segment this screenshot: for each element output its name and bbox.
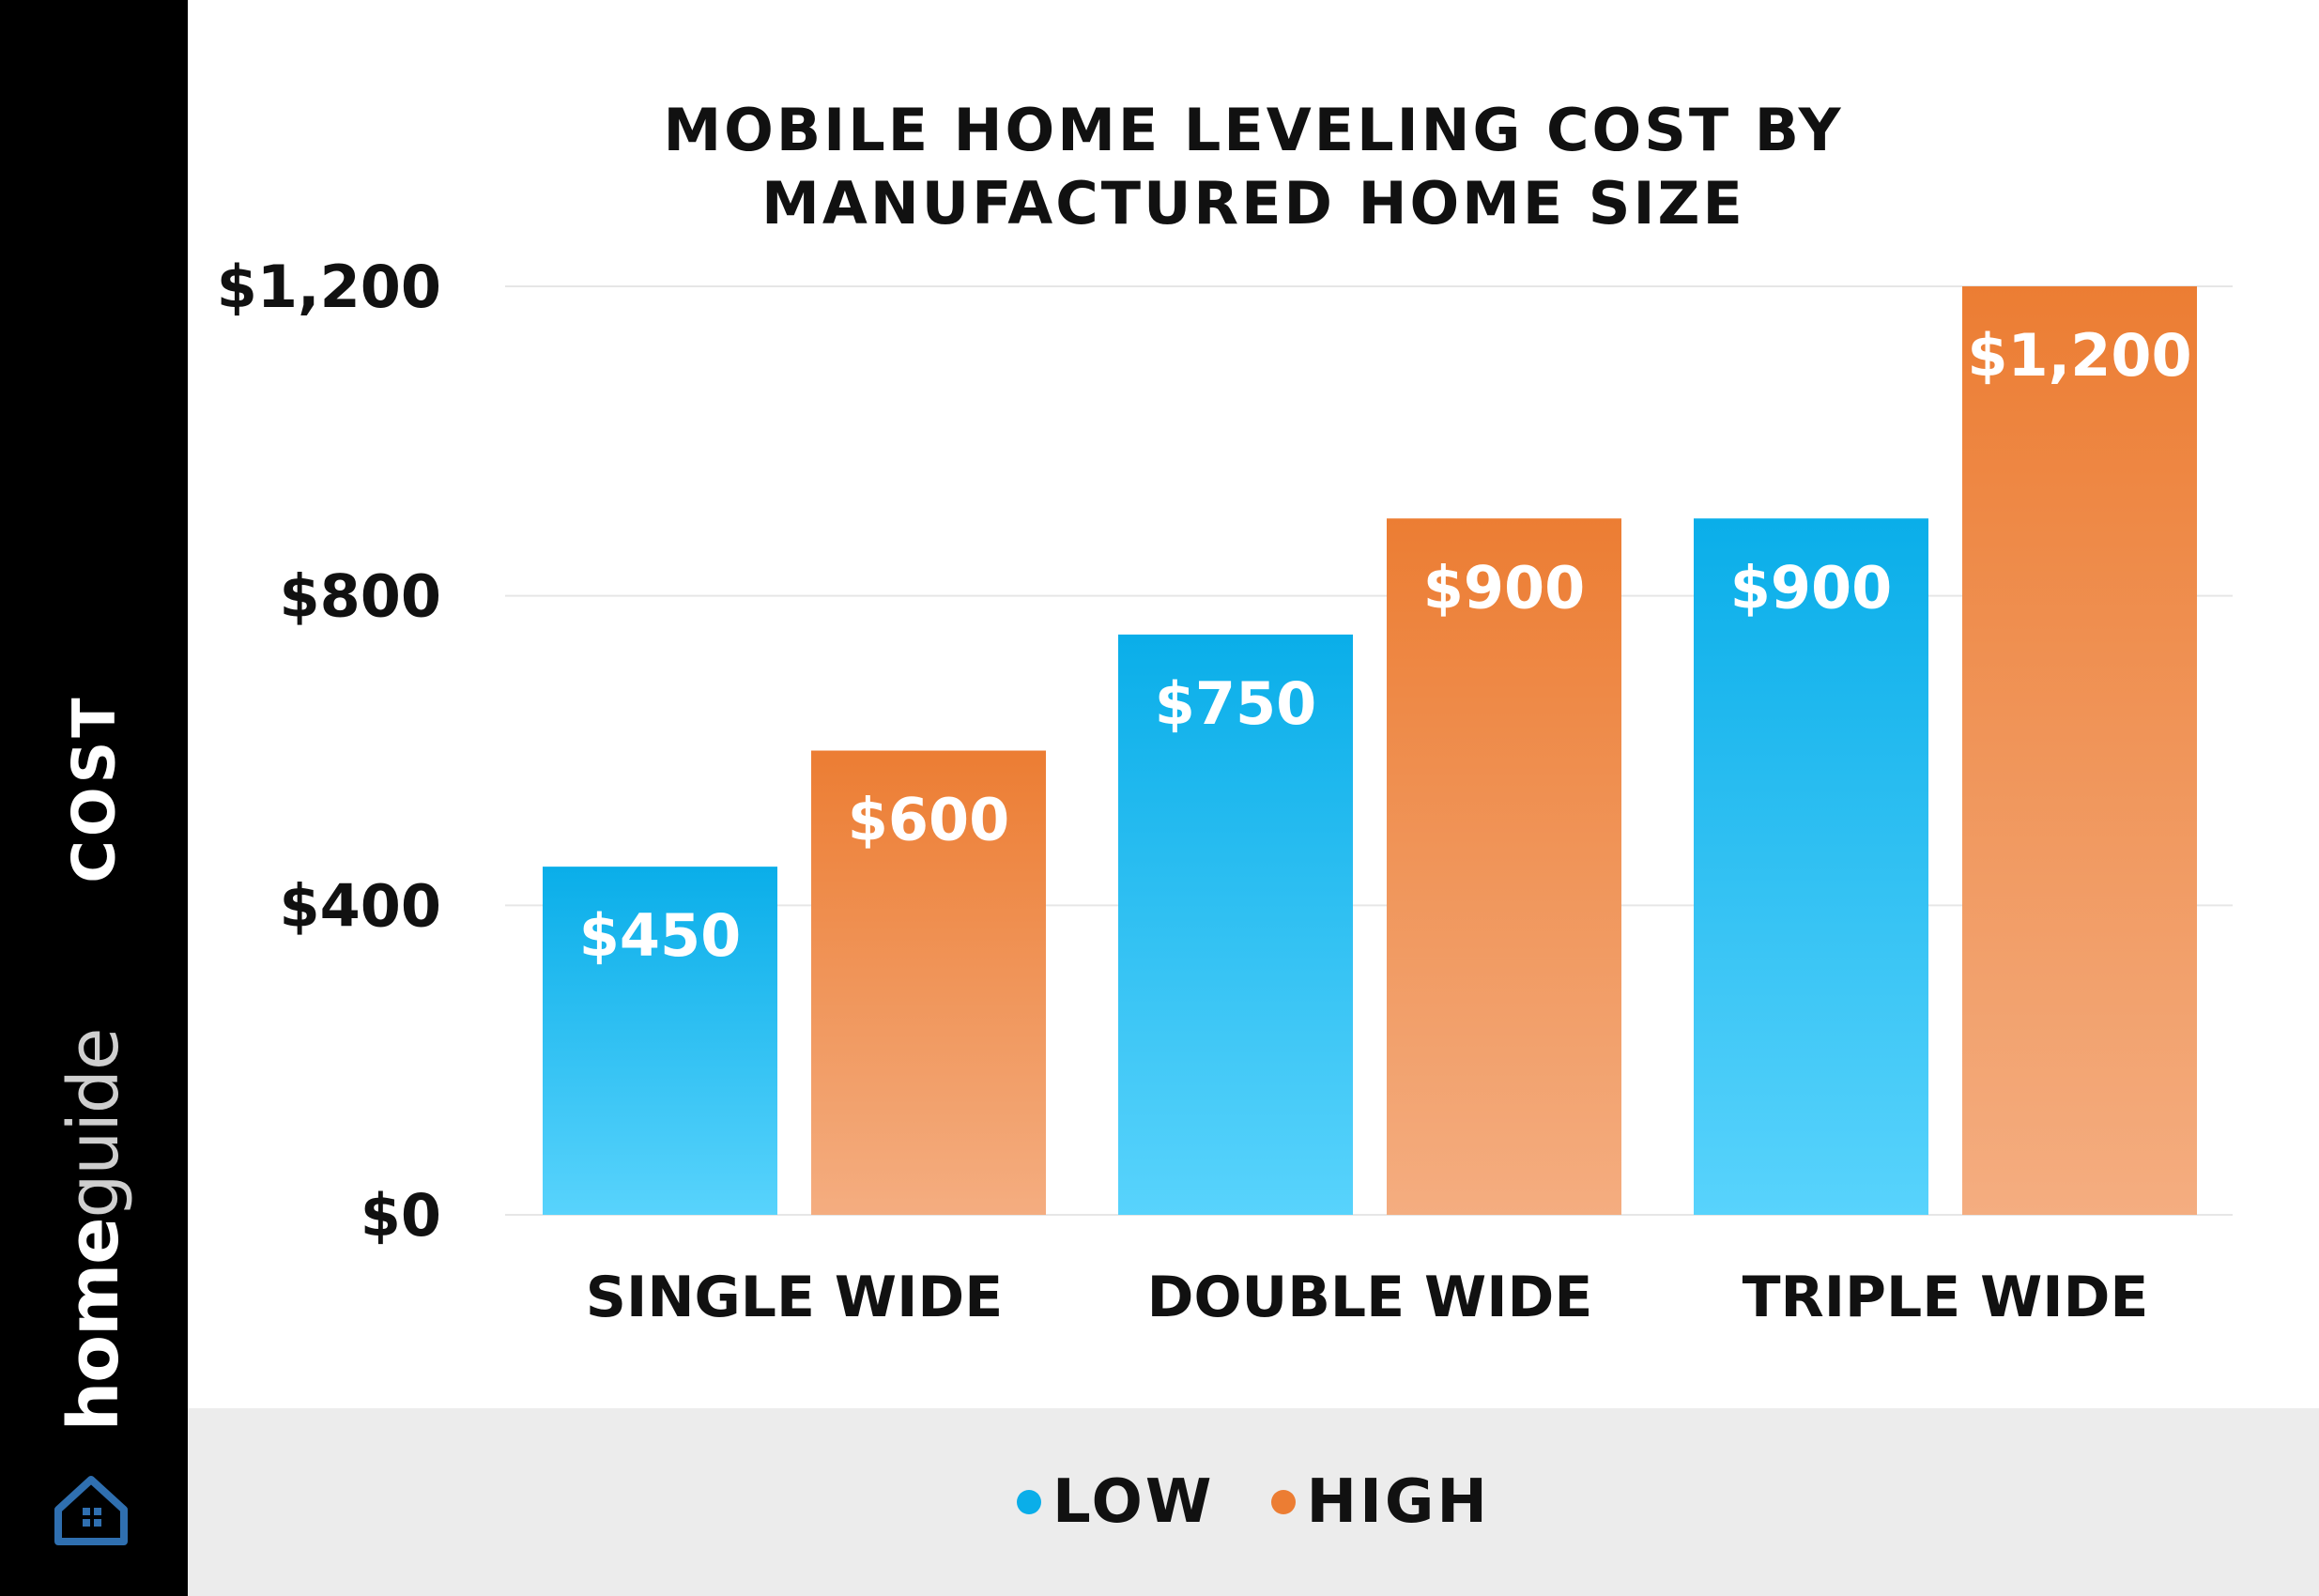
legend-bar: LOW HIGH [188,1408,2319,1596]
data-label: $450 [579,901,742,970]
chart-title-line-1: MOBILE HOME LEVELING COST BY [663,96,1844,164]
y-tick-label: $400 [279,871,441,940]
bar-high [1387,518,1621,1215]
bar-low [1694,518,1928,1215]
bar-high [1962,286,2197,1215]
y-tick-label: $800 [279,562,441,631]
legend-dot-low [1017,1490,1042,1514]
data-label: $900 [1730,553,1893,622]
x-tick-label: TRIPLE WIDE [1743,1265,2149,1330]
y-tick-label: $1,200 [217,253,441,321]
legend-item-high: HIGH [1270,1467,1490,1537]
data-label: $750 [1155,669,1317,738]
bar-high [811,750,1046,1215]
sidebar: COST homeguide [0,0,188,1596]
x-tick-label: SINGLE WIDE [586,1265,1003,1330]
data-label: $1,200 [1967,321,2191,390]
y-tick-label: $0 [361,1181,441,1250]
chart-title-line-2: MANUFACTURED HOME SIZE [761,169,1745,238]
legend-item-low: LOW [1017,1467,1215,1537]
chart-title: MOBILE HOME LEVELING COST BY MANUFACTURE… [188,94,2319,240]
legend: LOW HIGH [188,1408,2319,1596]
x-tick-label: DOUBLE WIDE [1147,1265,1593,1330]
data-label: $600 [848,786,1010,854]
house-icon [54,1476,128,1545]
legend-dot-high [1270,1490,1296,1514]
bar-chart: $0 $400 $800 $1,200 $450 $600 SINGLE WIDE $750 $… [217,253,2233,1330]
bar-low [543,867,777,1215]
legend-label-low: LOW [1052,1467,1215,1537]
data-label: $900 [1423,553,1586,622]
legend-label-high: HIGH [1306,1467,1490,1537]
bar-low [1118,634,1353,1215]
